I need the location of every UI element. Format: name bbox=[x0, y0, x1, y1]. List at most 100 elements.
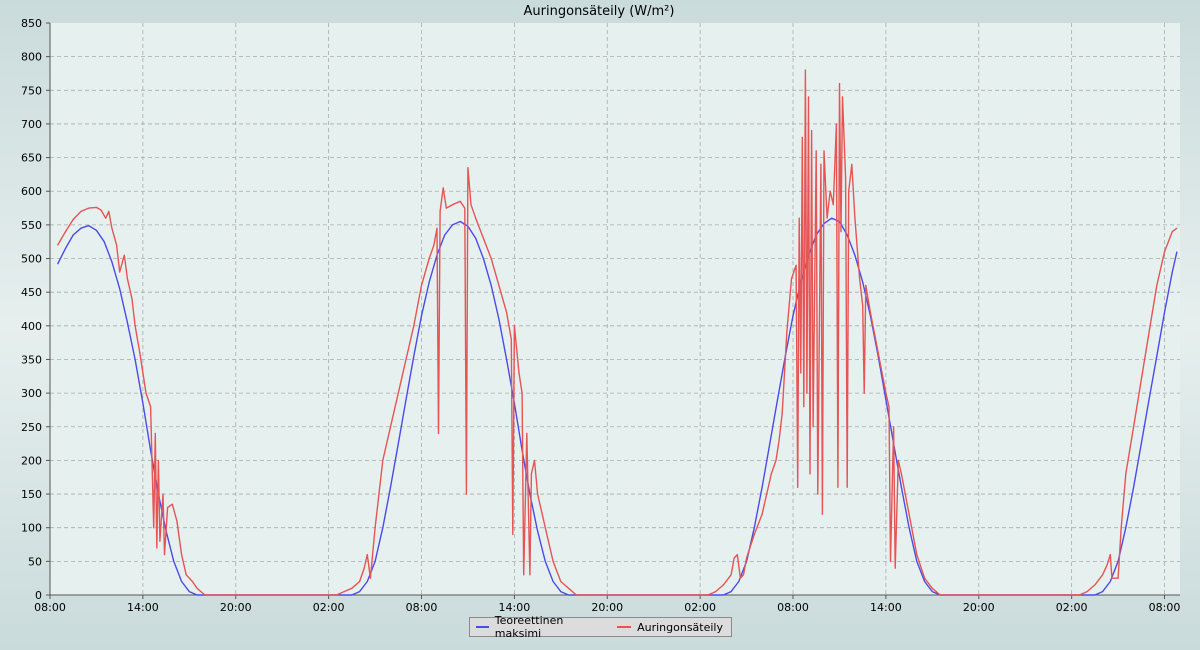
data-point bbox=[859, 278, 861, 280]
data-point bbox=[88, 207, 90, 209]
data-point bbox=[150, 449, 152, 451]
data-point bbox=[366, 580, 368, 583]
y-tick-label: 0 bbox=[35, 589, 42, 602]
data-point bbox=[105, 217, 107, 219]
data-point bbox=[1125, 527, 1127, 529]
data-point bbox=[529, 574, 531, 576]
legend: Teoreettinen maksimi Auringonsäteily bbox=[469, 614, 732, 640]
data-point bbox=[715, 591, 717, 593]
data-point bbox=[739, 577, 742, 579]
legend-label-series-1: Teoreettinen maksimi bbox=[494, 614, 564, 640]
data-point bbox=[804, 69, 807, 71]
data-point bbox=[397, 392, 399, 394]
y-tick-label: 550 bbox=[21, 219, 42, 232]
data-point bbox=[826, 217, 828, 219]
x-tick-label: 14:00 bbox=[499, 601, 531, 614]
data-point bbox=[862, 305, 864, 307]
data-point bbox=[506, 358, 508, 361]
data-point bbox=[156, 547, 158, 549]
data-point bbox=[374, 560, 376, 563]
data-point bbox=[116, 244, 118, 246]
data-point bbox=[781, 412, 783, 414]
x-tick-label: 02:00 bbox=[1056, 601, 1088, 614]
data-point bbox=[162, 493, 164, 495]
y-tick-label: 300 bbox=[21, 387, 42, 400]
data-point bbox=[908, 527, 910, 529]
data-point bbox=[131, 298, 133, 300]
data-point bbox=[797, 486, 799, 488]
y-tick-label: 600 bbox=[21, 185, 42, 198]
x-tick-label: 08:00 bbox=[406, 601, 438, 614]
data-point bbox=[366, 554, 368, 556]
data-point bbox=[506, 311, 508, 313]
data-point bbox=[848, 190, 850, 192]
data-point bbox=[374, 527, 376, 529]
y-tick-label: 250 bbox=[21, 421, 42, 434]
data-point bbox=[1176, 227, 1178, 229]
data-point bbox=[1163, 251, 1166, 253]
data-point bbox=[742, 574, 745, 576]
data-point bbox=[1086, 591, 1088, 593]
data-point bbox=[72, 218, 74, 221]
data-point bbox=[1156, 355, 1158, 357]
data-point bbox=[924, 580, 926, 583]
data-point bbox=[894, 567, 896, 569]
data-point bbox=[72, 234, 74, 236]
data-point bbox=[829, 190, 831, 192]
x-tick-label: 02:00 bbox=[684, 601, 716, 614]
data-point bbox=[568, 587, 570, 589]
data-point bbox=[798, 217, 800, 219]
data-point bbox=[854, 254, 856, 256]
data-point bbox=[1102, 574, 1104, 576]
legend-item-series-2: Auringonsäteily bbox=[617, 621, 723, 634]
data-point bbox=[451, 204, 454, 206]
data-point bbox=[100, 209, 102, 211]
data-point bbox=[537, 530, 539, 532]
data-point bbox=[167, 506, 169, 509]
data-point bbox=[154, 432, 156, 435]
data-point bbox=[64, 247, 67, 249]
data-point bbox=[1106, 564, 1108, 566]
data-point bbox=[498, 318, 500, 320]
data-point bbox=[811, 130, 813, 132]
data-point bbox=[171, 503, 173, 505]
data-point bbox=[518, 372, 520, 374]
data-point bbox=[838, 83, 841, 85]
data-point bbox=[776, 399, 779, 401]
data-point bbox=[1176, 251, 1178, 253]
data-point bbox=[775, 459, 777, 461]
data-point bbox=[837, 486, 839, 488]
data-point bbox=[885, 399, 887, 401]
data-point bbox=[575, 594, 577, 596]
y-tick-label: 100 bbox=[21, 522, 42, 535]
y-tick-label: 50 bbox=[28, 555, 42, 568]
data-point bbox=[820, 163, 822, 165]
data-point bbox=[405, 399, 407, 401]
data-point bbox=[436, 227, 438, 229]
x-tick-label: 08:00 bbox=[34, 601, 66, 614]
data-point bbox=[159, 540, 161, 542]
data-point bbox=[433, 244, 435, 246]
data-point bbox=[359, 580, 361, 583]
data-point bbox=[196, 587, 198, 589]
data-point bbox=[707, 594, 709, 596]
data-point bbox=[196, 594, 198, 596]
data-point bbox=[931, 587, 933, 589]
data-point bbox=[841, 96, 844, 98]
data-point bbox=[869, 311, 872, 313]
data-point bbox=[142, 402, 144, 404]
data-point bbox=[405, 358, 407, 361]
data-point bbox=[786, 332, 788, 334]
data-point bbox=[753, 533, 755, 536]
data-point bbox=[821, 513, 824, 515]
data-point bbox=[888, 406, 890, 408]
data-point bbox=[382, 459, 384, 461]
data-point bbox=[95, 229, 97, 231]
x-tick-label: 20:00 bbox=[591, 601, 623, 614]
data-point bbox=[1117, 560, 1119, 563]
data-point bbox=[885, 392, 887, 394]
data-point bbox=[413, 355, 415, 357]
data-point bbox=[854, 217, 856, 219]
chart-title: Auringonsäteily (W/m²) bbox=[524, 4, 675, 19]
data-point bbox=[544, 560, 546, 563]
